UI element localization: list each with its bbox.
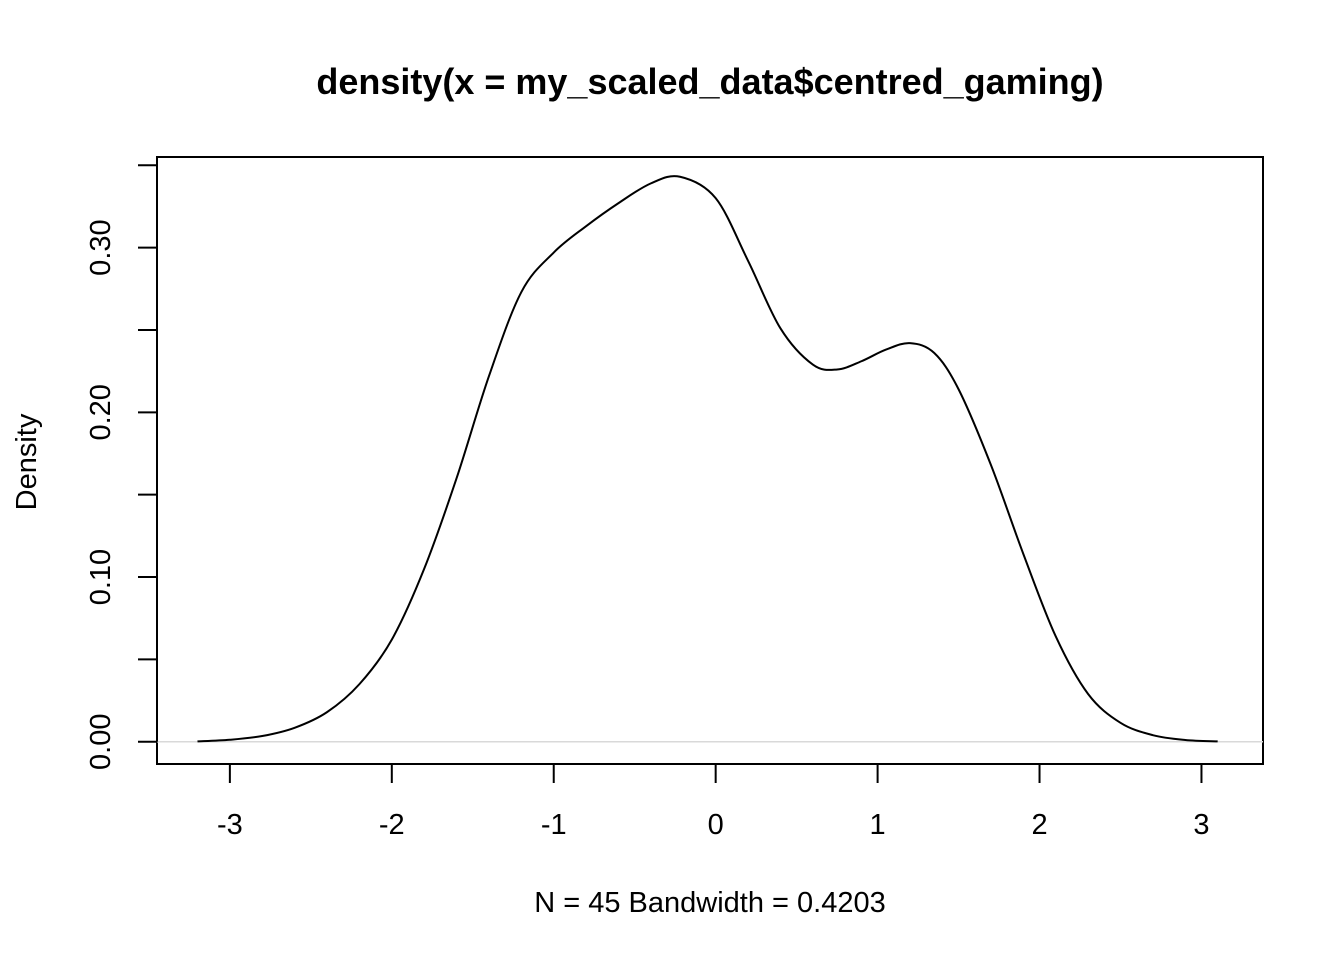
y-axis-label: Density	[11, 413, 43, 510]
y-tick-label: 0.10	[85, 549, 117, 605]
y-tick-label: 0.00	[85, 714, 117, 770]
x-tick-label: -3	[217, 809, 243, 841]
y-tick-label: 0.30	[85, 219, 117, 275]
x-tick-label: 3	[1193, 809, 1209, 841]
x-tick-label: 0	[708, 809, 724, 841]
density-curve	[197, 175, 1218, 743]
x-axis: -3 -2 -1 0 1 2 3	[217, 763, 1210, 841]
y-axis: 0.00 0.10 0.20 0.30	[85, 164, 158, 770]
x-axis-label: N = 45 Bandwidth = 0.4203	[534, 887, 885, 919]
chart-title: density(x = my_scaled_data$centred_gamin…	[316, 61, 1103, 102]
x-tick-label: -2	[379, 809, 405, 841]
x-tick-label: -1	[541, 809, 567, 841]
x-tick-label: 1	[870, 809, 886, 841]
y-tick-label: 0.20	[85, 384, 117, 440]
x-tick-label: 2	[1031, 809, 1047, 841]
